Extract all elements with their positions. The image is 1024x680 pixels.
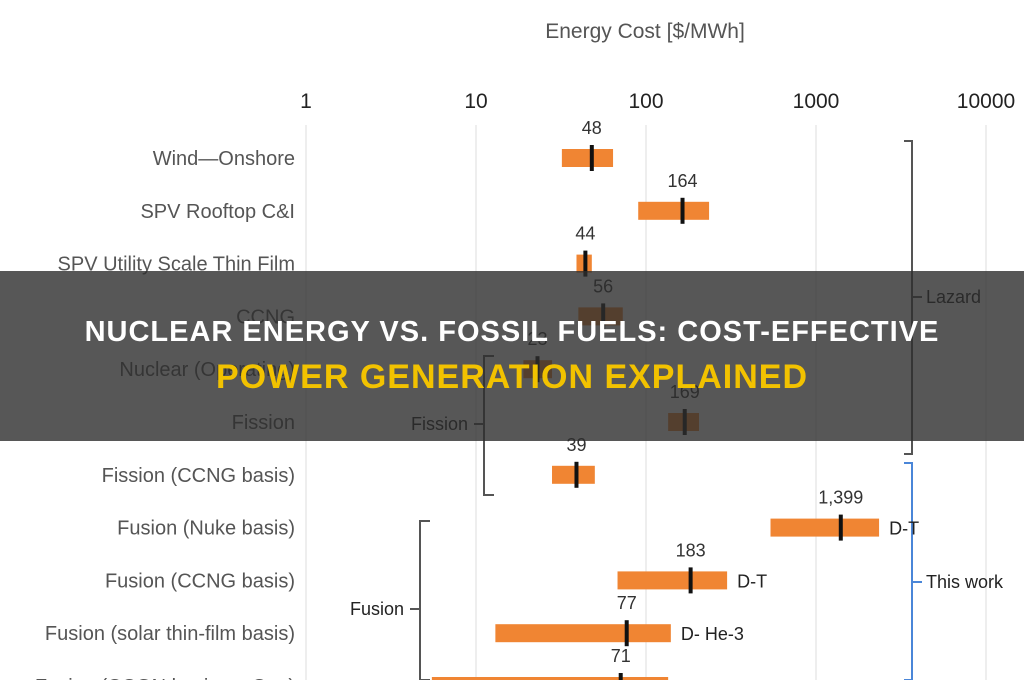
x-tick-label: 10000	[957, 90, 1015, 113]
category-label: SPV Rooftop C&I	[140, 201, 295, 223]
range-bar	[617, 571, 728, 590]
fuel-label: D-T	[889, 519, 919, 539]
fuel-label: D-T	[737, 571, 767, 591]
category-label: Fusion (solar thin-film basis)	[45, 623, 295, 645]
group-label: This work	[926, 572, 1004, 592]
category-label: Fusion (Nuke basis)	[117, 518, 295, 540]
group-bracket	[904, 462, 913, 680]
value-marker	[624, 620, 629, 647]
range-bar	[770, 518, 880, 537]
title-banner: NUCLEAR ENERGY VS. FOSSIL FUELS: COST-EF…	[0, 271, 1024, 441]
value-marker	[583, 250, 588, 277]
value-label: 183	[676, 540, 706, 560]
value-label: 71	[611, 646, 631, 666]
group-bracket	[419, 520, 430, 680]
range-bar	[552, 465, 595, 484]
category-label: SPV Utility Scale Thin Film	[58, 254, 295, 276]
category-label: Fission (CCNG basis)	[102, 465, 295, 487]
category-label: Fusion (CCGN basis no Ops)	[35, 676, 295, 680]
value-marker	[680, 197, 685, 224]
value-label: 164	[668, 171, 698, 191]
x-tick-labels: 1 10 100 1000 10000	[300, 90, 1015, 113]
range-bar	[561, 149, 614, 167]
range-bar	[431, 677, 669, 680]
fuel-label: D- He-3	[681, 624, 744, 644]
value-marker	[574, 461, 579, 488]
range-bar	[495, 624, 671, 643]
value-label: 48	[582, 118, 602, 138]
category-label: Fusion (CCNG basis)	[105, 570, 295, 592]
x-axis-title: Energy Cost [$/MWh]	[545, 20, 745, 43]
category-label: Wind—Onshore	[153, 148, 295, 170]
value-label: 44	[575, 224, 595, 244]
range-bar	[638, 201, 710, 220]
value-marker	[838, 514, 843, 541]
group-label: Fusion	[350, 599, 404, 619]
value-label: 1,399	[818, 488, 863, 508]
value-marker	[589, 145, 594, 171]
banner-title-line-2: POWER GENERATION EXPLAINED	[215, 357, 809, 396]
x-tick-label: 10	[464, 90, 487, 113]
value-marker	[618, 673, 623, 680]
x-tick-label: 1	[300, 90, 312, 113]
value-marker	[688, 567, 693, 594]
banner-title-line-1: NUCLEAR ENERGY VS. FOSSIL FUELS: COST-EF…	[84, 315, 940, 348]
value-label: 77	[617, 593, 637, 613]
fuel-label: D- He-3	[678, 677, 741, 680]
x-tick-label: 100	[628, 90, 663, 113]
x-tick-label: 1000	[793, 90, 840, 113]
